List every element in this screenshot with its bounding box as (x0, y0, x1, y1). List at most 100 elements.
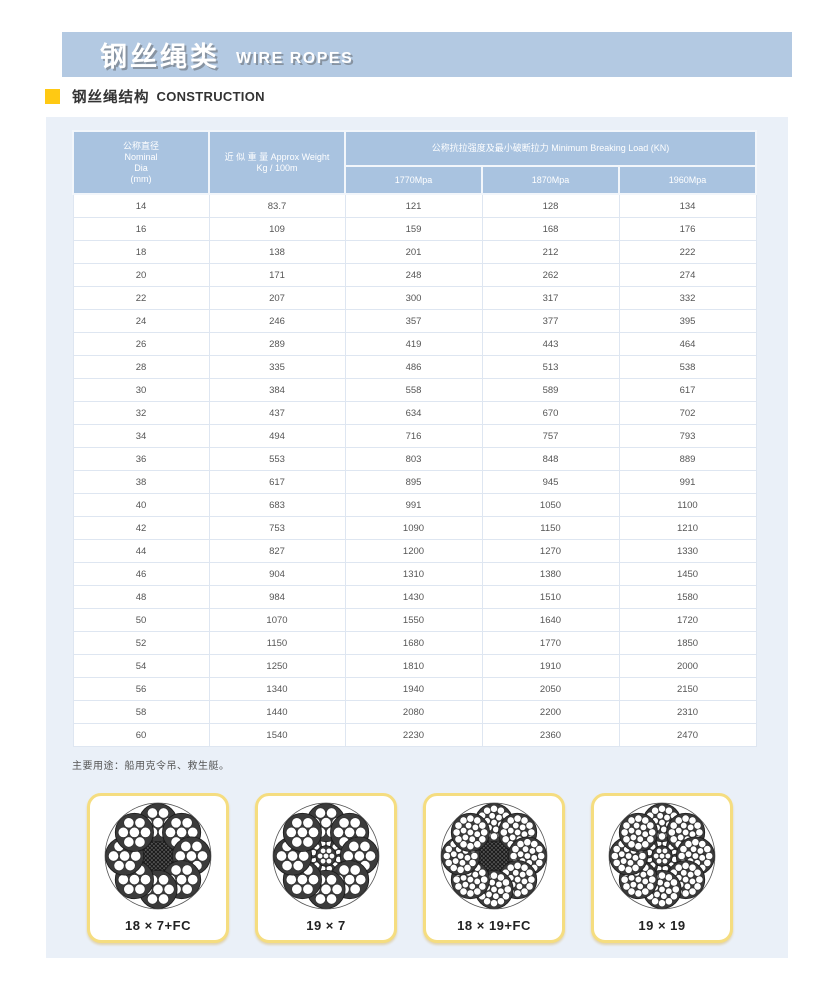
yellow-square-icon (45, 89, 60, 104)
table-cell: 945 (481, 470, 620, 494)
table-cell: 44 (72, 539, 210, 563)
table-cell: 716 (344, 424, 483, 448)
col-header-weight-unit: Kg / 100m (256, 162, 298, 173)
table-cell: 54 (72, 654, 210, 678)
table-cell: 1210 (618, 516, 757, 540)
table-cell: 1310 (344, 562, 483, 586)
col-header-weight: 近 似 重 量 Approx Weight Kg / 100m (208, 130, 346, 195)
table-cell: 683 (208, 493, 346, 517)
table-cell: 222 (618, 240, 757, 264)
table-cell: 486 (344, 355, 483, 379)
table-cell: 395 (618, 309, 757, 333)
table-cell: 58 (72, 700, 210, 724)
table-cell: 56 (72, 677, 210, 701)
table-cell: 38 (72, 470, 210, 494)
table-cell: 1250 (208, 654, 346, 678)
table-cell: 212 (481, 240, 620, 264)
table-cell: 634 (344, 401, 483, 425)
table-cell: 2470 (618, 723, 757, 747)
table-row: 20 171 248 262 274 (72, 263, 757, 287)
table-row: 16 109 159 168 176 (72, 217, 757, 241)
table-cell: 377 (481, 309, 620, 333)
table-cell: 121 (344, 193, 483, 218)
table-row: 54 1250 1810 1910 2000 (72, 654, 757, 678)
table-row: 40 683 991 1050 1100 (72, 493, 757, 517)
rope-construction-label: 19 × 19 (638, 918, 686, 933)
col-header-breaking-load: 公称抗拉强度及最小破断拉力 Minimum Breaking Load (KN) (343, 130, 758, 167)
table-row: 14 83.7 121 128 134 (72, 193, 757, 218)
table-cell: 50 (72, 608, 210, 632)
table-cell: 171 (208, 263, 346, 287)
table-row: 36 553 803 848 889 (72, 447, 757, 471)
page-title-banner: 钢丝绳类 WIRE ROPES (62, 32, 792, 77)
table-cell: 40 (72, 493, 210, 517)
table-row: 26 289 419 443 464 (72, 332, 757, 356)
table-cell: 702 (618, 401, 757, 425)
table-cell: 904 (208, 562, 346, 586)
table-row: 58 1440 2080 2200 2310 (72, 700, 757, 724)
table-cell: 513 (481, 355, 620, 379)
table-cell: 46 (72, 562, 210, 586)
table-cell: 443 (481, 332, 620, 356)
table-cell: 16 (72, 217, 210, 241)
table-row: 30 384 558 589 617 (72, 378, 757, 402)
col-header-grade-1770: 1770Mpa (344, 165, 483, 195)
table-cell: 1440 (208, 700, 346, 724)
rope-diagram-row: 18 × 7+FC 19 × 7 18 × 19+FC 19 × 19 (87, 793, 733, 943)
table-cell: 14 (72, 193, 210, 218)
table-row: 56 1340 1940 2050 2150 (72, 677, 757, 701)
table-row: 42 753 1090 1150 1210 (72, 516, 757, 540)
table-cell: 1810 (344, 654, 483, 678)
table-cell: 109 (208, 217, 346, 241)
table-cell: 384 (208, 378, 346, 402)
col-header-diameter-unit: (mm) (130, 173, 152, 184)
table-cell: 34 (72, 424, 210, 448)
table-cell: 1330 (618, 539, 757, 563)
table-cell: 1770 (481, 631, 620, 655)
table-row: 22 207 300 317 332 (72, 286, 757, 310)
table-cell: 617 (208, 470, 346, 494)
table-cell: 1720 (618, 608, 757, 632)
table-cell: 201 (344, 240, 483, 264)
rope-card: 19 × 19 (591, 793, 733, 943)
table-cell: 991 (344, 493, 483, 517)
col-header-diameter-zh: 公称直径 (122, 140, 159, 151)
table-cell: 558 (344, 378, 483, 402)
table-cell: 168 (481, 217, 620, 241)
rope-card: 18 × 7+FC (87, 793, 229, 943)
table-cell: 274 (618, 263, 757, 287)
table-cell: 26 (72, 332, 210, 356)
table-cell: 18 (72, 240, 210, 264)
table-cell: 757 (481, 424, 620, 448)
table-cell: 1680 (344, 631, 483, 655)
table-cell: 617 (618, 378, 757, 402)
table-cell: 300 (344, 286, 483, 310)
rope-cross-section-icon (608, 802, 716, 910)
table-cell: 848 (481, 447, 620, 471)
table-cell: 1910 (481, 654, 620, 678)
table-row: 24 246 357 377 395 (72, 309, 757, 333)
table-cell: 553 (208, 447, 346, 471)
table-cell: 1270 (481, 539, 620, 563)
table-row: 32 437 634 670 702 (72, 401, 757, 425)
table-row: 34 494 716 757 793 (72, 424, 757, 448)
table-cell: 753 (208, 516, 346, 540)
content-panel: 公称直径 Nominal Dia (mm) 近 似 重 量 Approx Wei… (46, 117, 788, 958)
table-cell: 1640 (481, 608, 620, 632)
table-cell: 538 (618, 355, 757, 379)
table-cell: 803 (344, 447, 483, 471)
table-cell: 1510 (481, 585, 620, 609)
table-cell: 2050 (481, 677, 620, 701)
table-cell: 134 (618, 193, 757, 218)
rope-construction-label: 19 × 7 (306, 918, 346, 933)
table-cell: 1050 (481, 493, 620, 517)
table-cell: 1150 (481, 516, 620, 540)
table-row: 38 617 895 945 991 (72, 470, 757, 494)
table-cell: 262 (481, 263, 620, 287)
rope-construction-label: 18 × 19+FC (457, 918, 531, 933)
table-cell: 248 (344, 263, 483, 287)
table-cell: 207 (208, 286, 346, 310)
table-cell: 464 (618, 332, 757, 356)
table-cell: 138 (208, 240, 346, 264)
